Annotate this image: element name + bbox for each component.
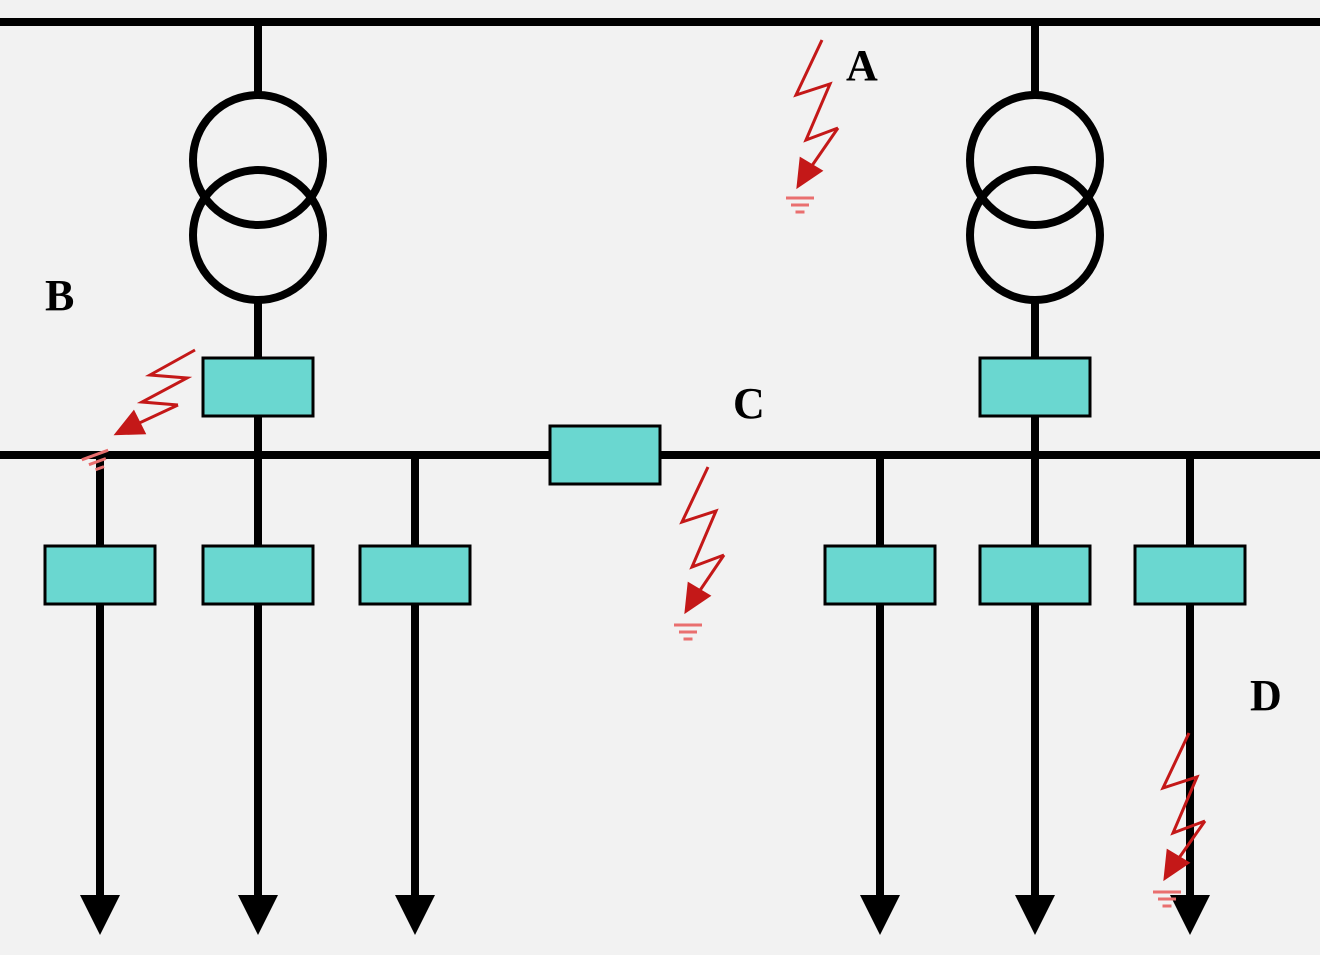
feeder-breaker-4 xyxy=(825,546,935,604)
incomer-breaker-2 xyxy=(980,358,1090,416)
feeder-breaker-6 xyxy=(1135,546,1245,604)
incomer-breaker-1 xyxy=(203,358,313,416)
fault-label-A: A xyxy=(846,41,878,90)
fault-label-D: D xyxy=(1250,671,1282,720)
feeder-breaker-3 xyxy=(360,546,470,604)
bus-tie-breaker xyxy=(550,426,660,484)
fault-label-B: B xyxy=(45,271,74,320)
fault-label-C: C xyxy=(733,379,765,428)
feeder-breaker-2 xyxy=(203,546,313,604)
single-line-diagram: A B C D xyxy=(0,0,1320,955)
feeder-breaker-5 xyxy=(980,546,1090,604)
feeder-breaker-1 xyxy=(45,546,155,604)
